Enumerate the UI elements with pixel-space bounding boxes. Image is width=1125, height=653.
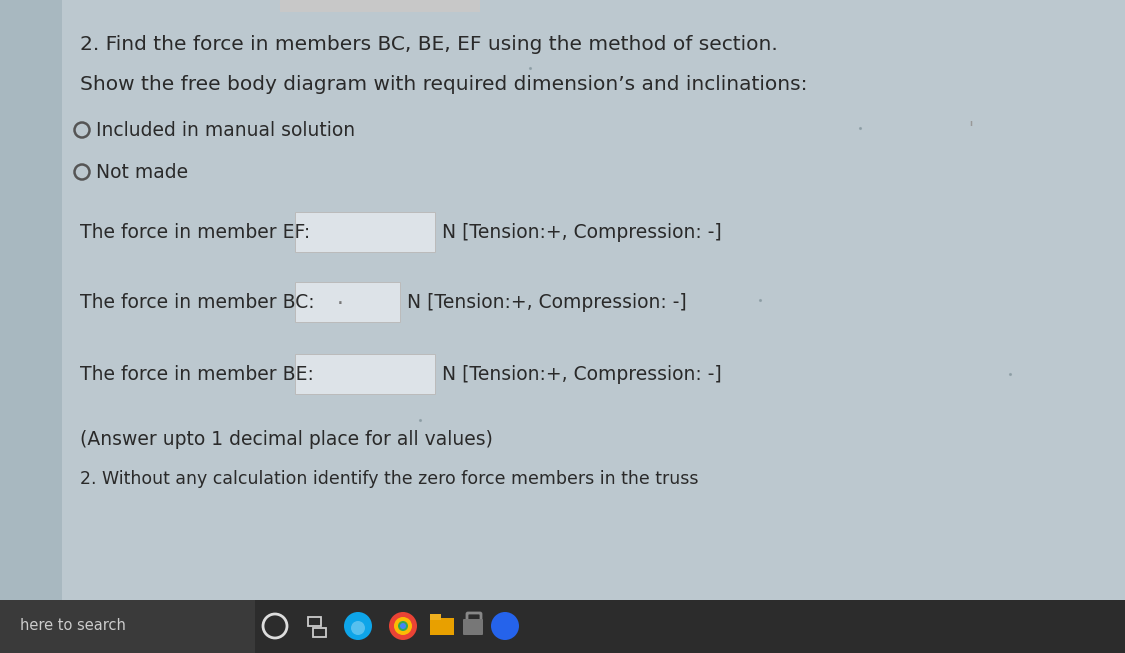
Text: 2. Find the force in members BC, BE, EF using the method of section.: 2. Find the force in members BC, BE, EF …	[80, 35, 777, 54]
Text: The force in member BE:: The force in member BE:	[80, 364, 314, 383]
Text: The force in member EF:: The force in member EF:	[80, 223, 310, 242]
FancyBboxPatch shape	[295, 354, 435, 394]
FancyBboxPatch shape	[0, 600, 1125, 653]
Text: Not made: Not made	[96, 163, 188, 182]
Circle shape	[400, 623, 406, 629]
Circle shape	[394, 617, 412, 635]
Circle shape	[344, 612, 372, 640]
Circle shape	[389, 612, 417, 640]
FancyBboxPatch shape	[0, 600, 255, 653]
Circle shape	[398, 621, 408, 631]
FancyBboxPatch shape	[62, 0, 1125, 600]
FancyBboxPatch shape	[0, 0, 62, 600]
Circle shape	[490, 612, 519, 640]
Text: N [Tension:+, Compression: -]: N [Tension:+, Compression: -]	[442, 223, 722, 242]
Text: The force in member BC:: The force in member BC:	[80, 293, 315, 311]
Text: ·: ·	[336, 294, 343, 314]
Text: ': '	[968, 121, 973, 140]
Text: N [Tension:+, Compression: -]: N [Tension:+, Compression: -]	[442, 364, 722, 383]
Text: Show the free body diagram with required dimension’s and inclinations:: Show the free body diagram with required…	[80, 75, 808, 94]
Text: N [Tension:+, Compression: -]: N [Tension:+, Compression: -]	[407, 293, 686, 311]
Text: (Answer upto 1 decimal place for all values): (Answer upto 1 decimal place for all val…	[80, 430, 493, 449]
FancyBboxPatch shape	[430, 618, 454, 635]
Text: 2. Without any calculation identify the zero force members in the truss: 2. Without any calculation identify the …	[80, 470, 699, 488]
Text: Included in manual solution: Included in manual solution	[96, 121, 356, 140]
Text: here to search: here to search	[20, 618, 126, 633]
FancyBboxPatch shape	[430, 614, 441, 620]
FancyBboxPatch shape	[295, 282, 400, 322]
FancyBboxPatch shape	[280, 0, 480, 12]
Circle shape	[351, 621, 364, 635]
FancyBboxPatch shape	[295, 212, 435, 252]
FancyBboxPatch shape	[464, 619, 483, 635]
